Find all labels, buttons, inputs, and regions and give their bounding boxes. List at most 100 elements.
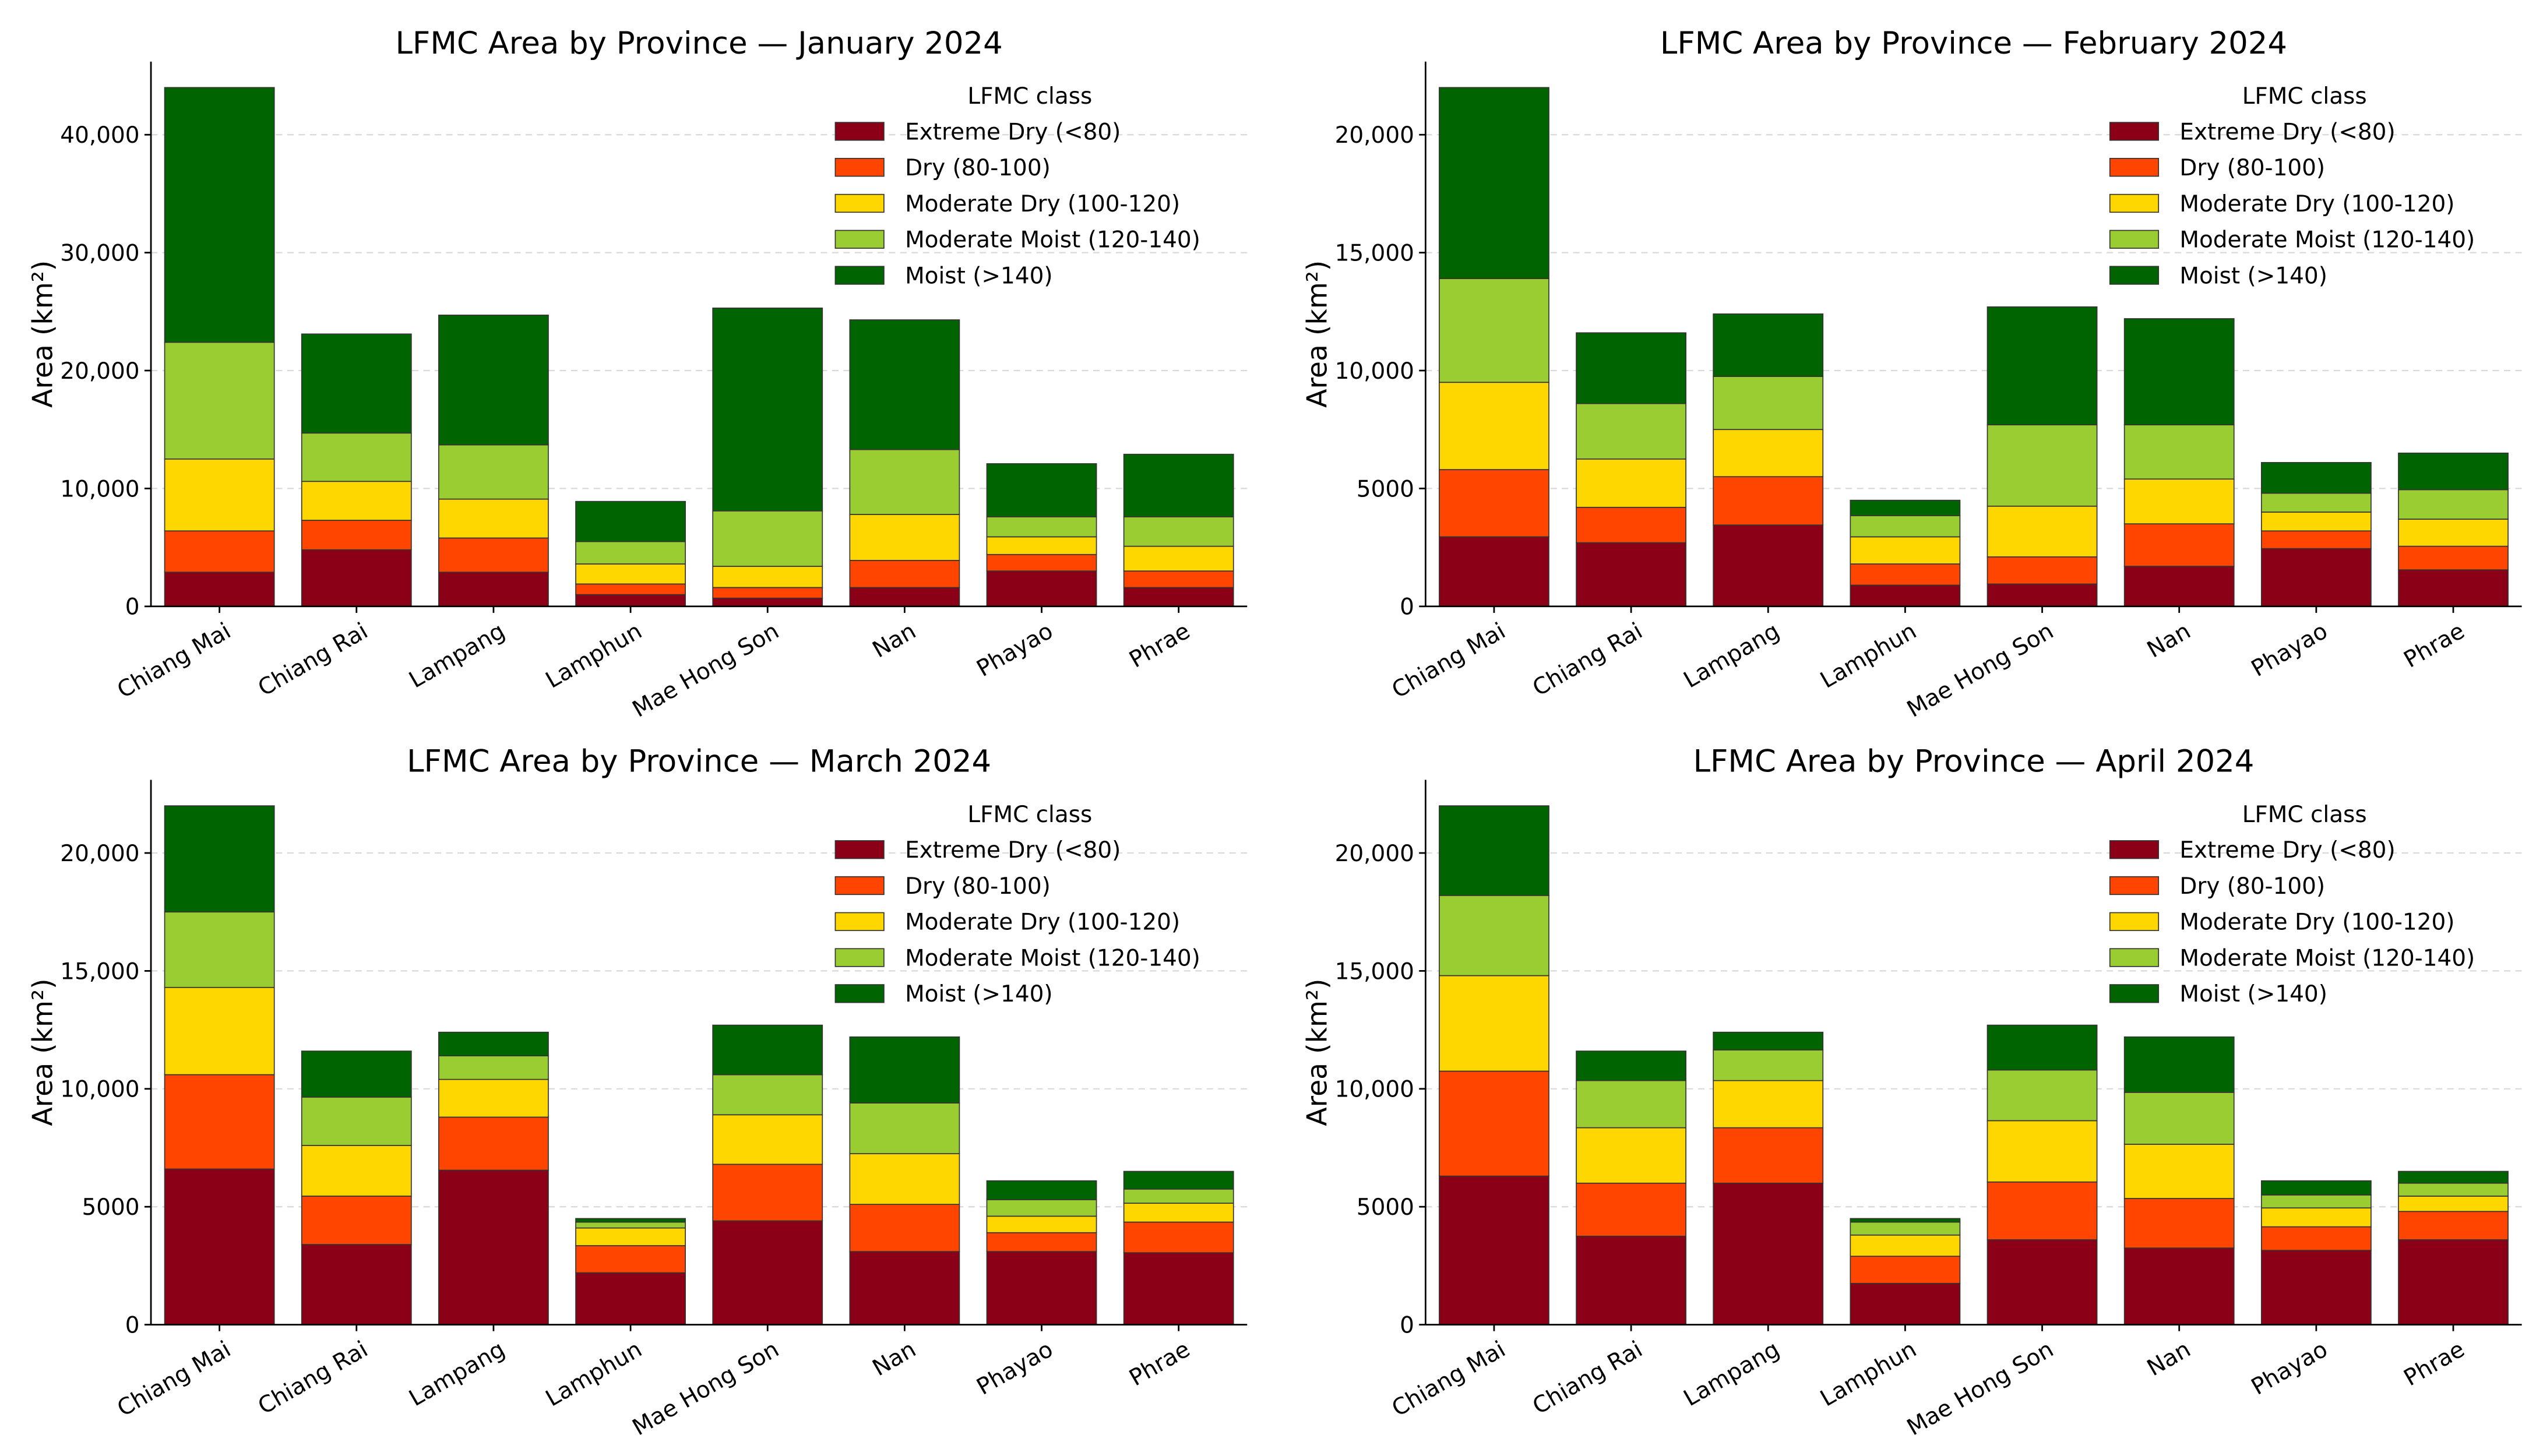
bar-segment	[438, 444, 549, 500]
y-tick-label: 10,000	[60, 476, 139, 502]
bar-segment	[575, 1245, 686, 1274]
bar-segment	[438, 1031, 549, 1056]
legend-title: LFMC class	[2242, 802, 2367, 828]
y-axis-label: Area (km²)	[27, 260, 59, 408]
legend: LFMC class Extreme Dry (<80) Dry (80-100) M…	[834, 83, 1200, 289]
y-tick-label: 0	[125, 594, 140, 621]
bar-segment	[164, 458, 275, 532]
bar-segment	[712, 1114, 823, 1165]
legend-label: Dry (80-100)	[2179, 155, 2325, 181]
y-tick-label: 5000	[1357, 476, 1414, 502]
bar-segment	[2123, 1144, 2235, 1199]
legend-swatch	[2109, 193, 2160, 213]
bar-segment	[575, 1221, 686, 1229]
bar-segment	[575, 1218, 686, 1223]
legend-swatch	[834, 266, 885, 285]
legend-swatch	[834, 948, 885, 967]
bar-segment	[1713, 1182, 1824, 1325]
bar-segment	[1713, 429, 1824, 477]
x-tick-label: Chiang Mai	[113, 1336, 235, 1422]
bar-segment	[2398, 1182, 2509, 1197]
bar-segment	[1439, 1070, 1549, 1177]
x-tick-label: Phayao	[2247, 618, 2332, 682]
bar-segment	[1850, 1221, 1961, 1236]
bar-segment	[301, 481, 412, 521]
bar-segment	[2398, 545, 2509, 570]
bar-segment	[712, 1074, 823, 1116]
bar-segment	[301, 1097, 412, 1146]
bar-segment	[2123, 1198, 2235, 1249]
legend-swatch	[834, 912, 885, 931]
bar-segment	[438, 1055, 549, 1080]
bar-segment	[1123, 587, 1234, 607]
y-tick-label: 0	[1400, 1313, 1414, 1339]
legend-swatch	[2109, 266, 2160, 285]
bar-segment	[575, 594, 686, 607]
bar-segment	[2260, 1180, 2372, 1196]
chart-panel-3: 0 5000 10,000 15,000 20,000 Chiang Mai Chiang …	[27, 744, 1248, 1441]
legend-swatch	[834, 122, 885, 141]
bar-segment	[849, 1153, 960, 1205]
bar-segment	[2260, 1226, 2372, 1251]
bar-segment	[575, 500, 686, 542]
bar-segment	[1713, 1031, 1824, 1050]
bar-segment	[164, 530, 275, 573]
bar-segment	[986, 1215, 1097, 1233]
legend-label: Extreme Dry (<80)	[2179, 119, 2395, 145]
legend-swatch	[834, 984, 885, 1003]
bar-segment	[1850, 1256, 1961, 1284]
chart-panel-4: 0 5000 10,000 15,000 20,000 Chiang Mai Chiang …	[1302, 744, 2522, 1441]
bar-segment	[1576, 403, 1686, 460]
legend-swatch	[2109, 912, 2160, 931]
bar-segment	[575, 1272, 686, 1325]
chart-title: LFMC Area by Province — February 2024	[1660, 26, 2287, 61]
y-tick-label: 10,000	[1335, 358, 1414, 385]
y-axis-label: Area (km²)	[1302, 260, 1334, 408]
bar-segment	[986, 536, 1097, 555]
bar-segment	[1713, 1049, 1824, 1081]
bar-segment	[1439, 805, 1549, 896]
legend: LFMC class Extreme Dry (<80) Dry (80-100) M…	[2109, 83, 2475, 289]
bar-segment	[438, 537, 549, 573]
x-tick-label: Chiang Rai	[253, 1336, 372, 1420]
bar-segment	[849, 514, 960, 561]
bar-segment	[2123, 318, 2235, 425]
bar-segment	[1439, 469, 1549, 538]
bar-segment	[1576, 458, 1686, 508]
legend-swatch	[2109, 948, 2160, 967]
bar-segment	[2260, 530, 2372, 549]
legend-label: Moderate Dry (100-120)	[2179, 191, 2454, 217]
bar-segment	[1850, 536, 1961, 565]
bar-segment	[849, 449, 960, 515]
bar-segment	[1439, 87, 1549, 279]
bar-segment	[164, 986, 275, 1076]
chart-title: LFMC Area by Province — March 2024	[407, 744, 991, 780]
bar-segment	[1987, 1120, 2098, 1183]
legend-label: Moderate Moist (120-140)	[2179, 945, 2475, 971]
bar-segment	[1123, 1221, 1234, 1253]
bar-segment	[849, 1204, 960, 1252]
bar-segment	[1123, 1171, 1234, 1190]
bar-segment	[2123, 1092, 2235, 1145]
x-tick-label: Lamphun	[541, 618, 646, 694]
bar-segment	[2123, 424, 2235, 480]
bar-segment	[438, 498, 549, 539]
bar-segment	[1713, 476, 1824, 526]
y-tick-label: 0	[1400, 594, 1414, 621]
bar-segment	[301, 520, 412, 551]
bar-segment	[1439, 278, 1549, 383]
chart-title: LFMC Area by Province — April 2024	[1693, 744, 2255, 780]
bar-segment	[1987, 556, 2098, 585]
y-axis-label: Area (km²)	[1302, 978, 1334, 1126]
y-tick-label: 20,000	[60, 358, 139, 385]
legend: LFMC class Extreme Dry (<80) Dry (80-100) M…	[834, 802, 1200, 1007]
bar-segment	[849, 1251, 960, 1325]
legend-label: Moist (>140)	[905, 981, 1053, 1007]
bar-segment	[712, 566, 823, 588]
legend-swatch	[834, 230, 885, 249]
y-tick-label: 5000	[1357, 1194, 1414, 1221]
bar-segment	[2260, 1207, 2372, 1228]
bar-segment	[2260, 462, 2372, 494]
bar-segment	[1123, 1203, 1234, 1223]
bar-segment	[2398, 519, 2509, 547]
